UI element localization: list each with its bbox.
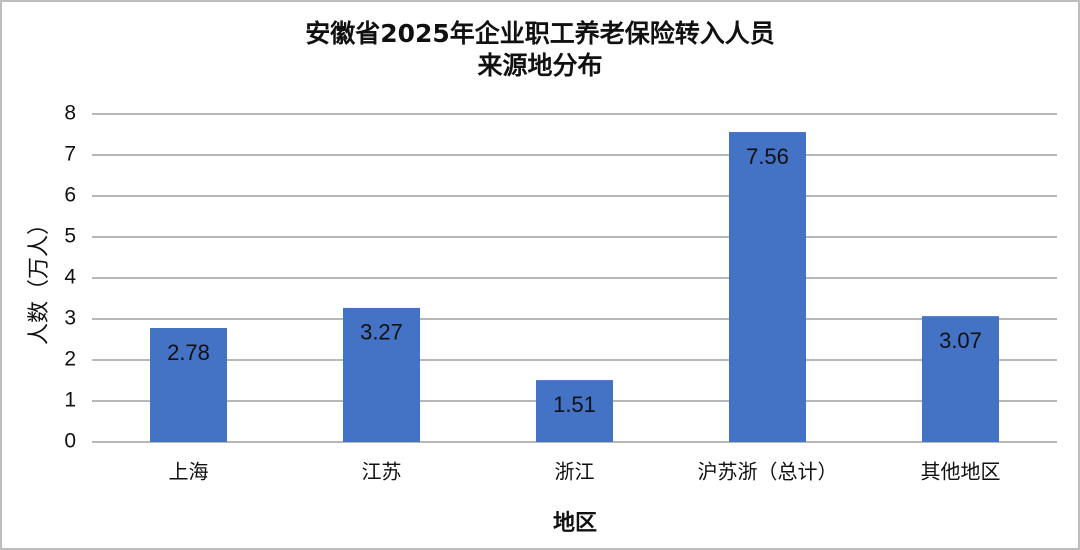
y-tick-label: 6 xyxy=(64,184,76,207)
x-category-label: 江苏 xyxy=(362,460,402,484)
data-labels: 2.78 3.27 1.51 7.56 3.07 xyxy=(167,144,982,417)
y-tick-label: 3 xyxy=(64,307,76,330)
y-tick-label: 0 xyxy=(64,430,76,453)
data-label: 2.78 xyxy=(167,340,210,365)
bar xyxy=(729,132,806,443)
x-category-label: 沪苏浙（总计） xyxy=(698,460,838,484)
x-category-label: 浙江 xyxy=(555,460,595,484)
x-category-label: 上海 xyxy=(169,460,209,484)
y-tick-label: 4 xyxy=(64,266,76,289)
data-label: 3.07 xyxy=(939,328,982,353)
y-axis-title: 人数（万人） xyxy=(27,213,52,345)
x-category-label: 其他地区 xyxy=(921,460,1001,484)
bar xyxy=(536,380,613,442)
chart-title-line-1: 安徽省2025年企业职工养老保险转入人员 xyxy=(305,19,775,48)
data-label: 7.56 xyxy=(746,144,789,169)
y-tick-label: 7 xyxy=(64,143,76,166)
bar xyxy=(922,316,999,442)
y-tick-label: 2 xyxy=(64,348,76,371)
gridlines xyxy=(92,113,1057,443)
y-axis-ticks: 0 1 2 3 4 5 6 7 8 xyxy=(64,102,76,453)
bars xyxy=(150,132,999,443)
y-tick-label: 5 xyxy=(64,225,76,248)
data-label: 3.27 xyxy=(360,320,403,345)
x-axis-title: 地区 xyxy=(553,511,597,536)
bar xyxy=(343,307,420,442)
chart-title-line-2: 来源地分布 xyxy=(477,51,603,80)
x-axis-categories: 上海 江苏 浙江 沪苏浙（总计） 其他地区 xyxy=(169,460,1001,484)
y-tick-label: 1 xyxy=(64,389,76,412)
data-label: 1.51 xyxy=(553,392,596,417)
chart-title: 安徽省2025年企业职工养老保险转入人员 来源地分布 xyxy=(0,18,1080,82)
bar xyxy=(150,328,227,442)
y-tick-label: 8 xyxy=(64,102,76,125)
